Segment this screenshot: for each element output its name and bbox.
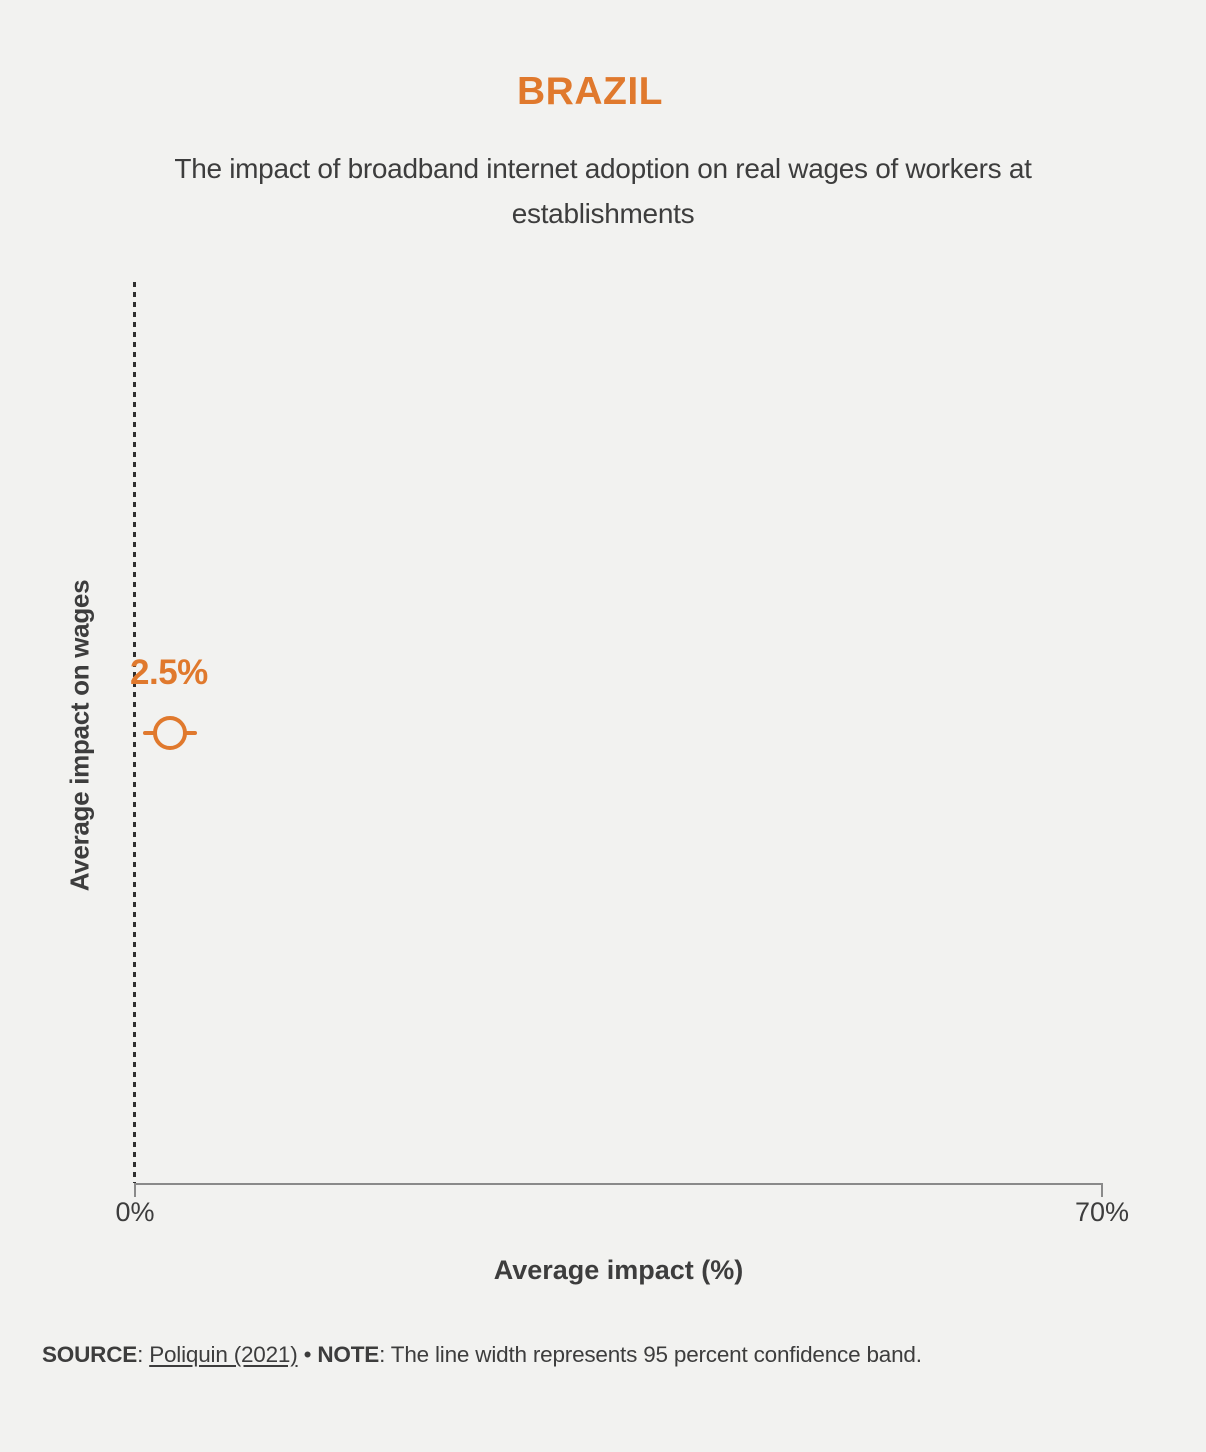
- x-axis-label: Average impact (%): [493, 1255, 744, 1285]
- x-tick-label-0: 0%: [115, 1197, 155, 1227]
- chart-subtitle: The impact of broadband internet adoptio…: [174, 153, 1032, 229]
- source-colon: :: [137, 1342, 144, 1367]
- note-label: NOTE: [317, 1342, 380, 1367]
- x-axis-tick-70: [1101, 1183, 1103, 1197]
- point-label: 2.5%: [130, 653, 208, 692]
- x-tick-label-70: 70%: [1074, 1197, 1130, 1227]
- source-link[interactable]: Poliquin (2021): [149, 1342, 298, 1367]
- point-marker: [152, 716, 187, 750]
- zero-reference-dotted-line: [133, 282, 136, 1183]
- source-label: SOURCE: [42, 1342, 138, 1367]
- y-axis-label: Average impact on wages: [64, 579, 95, 892]
- footer-note: SOURCE: Poliquin (2021) • NOTE: The line…: [42, 1342, 1172, 1368]
- note-colon: :: [379, 1342, 386, 1367]
- note-text: The line width represents 95 percent con…: [390, 1342, 922, 1367]
- x-axis-line: [134, 1183, 1103, 1185]
- x-axis-tick-0: [134, 1183, 136, 1197]
- footer-separator: •: [303, 1342, 312, 1367]
- chart-title: BRAZIL: [517, 70, 663, 113]
